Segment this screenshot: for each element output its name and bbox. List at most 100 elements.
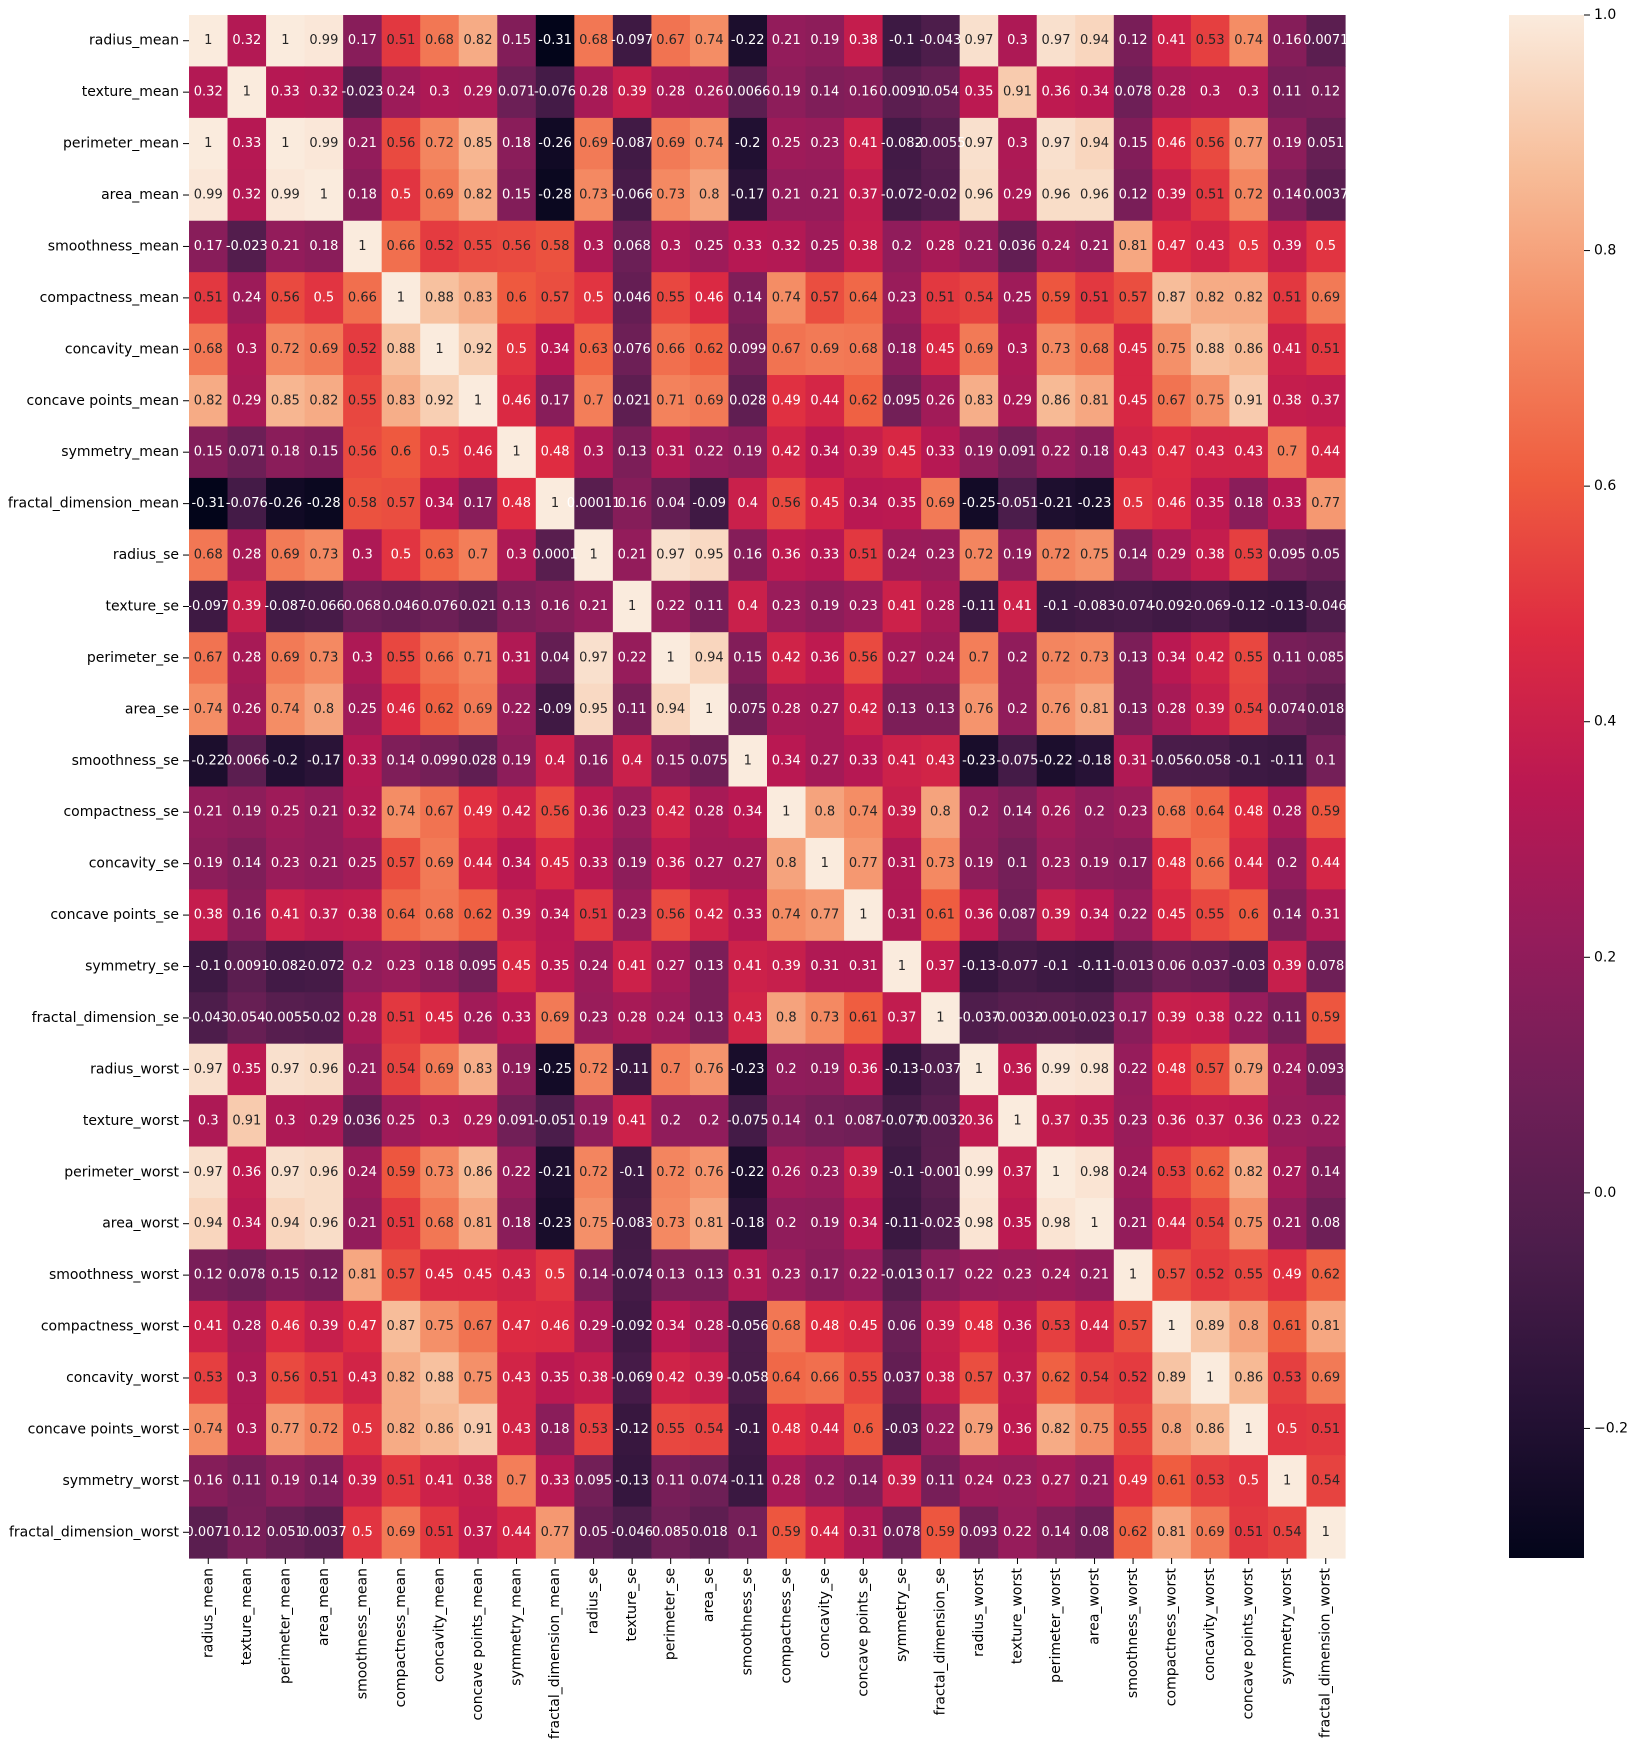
cell-annotation: -0.083 [1074,599,1116,614]
heatmap-cell [921,1146,961,1199]
cell-annotation: -0.1 [196,959,221,974]
heatmap-cell [1152,992,1192,1045]
heatmap-cell [189,1043,229,1096]
heatmap-cell [689,1300,730,1353]
cell-annotation: 0.3 [1007,136,1028,151]
heatmap-cell [689,1455,730,1508]
cell-annotation: 0.69 [810,342,839,357]
heatmap-cell [1036,1146,1076,1199]
heatmap-cell [1113,837,1153,890]
cell-annotation: 1 [782,805,790,820]
heatmap-cell [227,220,267,273]
heatmap-cell [1036,66,1076,119]
cell-annotation: 0.44 [1311,445,1340,460]
cell-annotation: 0.17 [464,496,493,511]
heatmap-cell [1075,1146,1115,1199]
heatmap-cell [1229,272,1269,325]
cell-annotation: 0.085 [1307,650,1344,665]
cell-annotation: 0.21 [309,856,338,871]
cell-annotation: 0.22 [502,702,531,717]
cell-annotation: 0.093 [960,1525,997,1540]
cell-annotation: -0.1 [735,1422,760,1437]
heatmap-cell [266,220,306,273]
cell-annotation: 0.41 [194,1319,223,1334]
cell-annotation: 0.22 [695,445,724,460]
cell-annotation: 0.2 [892,239,913,254]
heatmap-cell [497,1403,537,1456]
cell-annotation: 0.31 [887,908,916,923]
heatmap-cell [574,1455,614,1508]
cell-annotation: 0.29 [1003,188,1032,203]
heatmap-cell [227,1197,267,1250]
cell-annotation: 0.95 [579,702,608,717]
cell-annotation: 0.51 [1273,290,1302,305]
x-tick-label: fractal_dimension_se [932,1568,948,1715]
cell-annotation: 0.24 [232,290,261,305]
cell-annotation: 0.55 [464,239,493,254]
heatmap-cell [266,735,306,788]
heatmap-cell [343,1197,383,1250]
cell-annotation: 0.54 [1196,1216,1225,1231]
cell-annotation: -0.075 [727,1113,769,1128]
cell-annotation: 0.43 [502,1422,531,1437]
cell-annotation: 0.62 [1042,1370,1071,1385]
cell-annotation: 0.28 [772,702,801,717]
heatmap-cell [266,1043,306,1096]
cell-annotation: 0.41 [618,959,647,974]
cell-annotation: 0.46 [1157,136,1186,151]
cell-annotation: 0.39 [618,85,647,100]
heatmap-cell [1036,1249,1076,1302]
cell-annotation: 0.22 [656,599,685,614]
cell-annotation: 0.15 [656,753,685,768]
heatmap-cell [921,323,961,376]
heatmap-cell [227,272,267,325]
cell-annotation: 0.076 [421,599,458,614]
x-tick-label: radius_se [586,1568,602,1634]
cell-annotation: 0.19 [579,1113,608,1128]
heatmap-cell [343,1249,383,1302]
heatmap-cell [998,837,1038,890]
heatmap-cell [535,1300,575,1353]
heatmap-cell [535,220,575,273]
cell-annotation: 0.32 [309,85,338,100]
cell-annotation: 0.55 [849,1370,878,1385]
cell-annotation: 0.23 [386,959,415,974]
cell-annotation: 0.51 [386,1010,415,1025]
heatmap-cell [343,169,383,222]
heatmap-cell [1075,580,1115,633]
cell-annotation: 0.91 [464,1422,493,1437]
cell-annotation: 0.59 [1311,805,1340,820]
cell-annotation: 0.33 [810,548,839,563]
heatmap-cell [844,1506,884,1559]
cell-annotation: 0.14 [733,290,762,305]
heatmap-cell [1036,1506,1076,1559]
cell-annotation: 0.45 [1119,342,1148,357]
cell-annotation: 0.28 [579,85,608,100]
cell-annotation: 0.51 [425,1525,454,1540]
heatmap-cell [651,940,691,993]
heatmap-cell [227,1352,267,1405]
heatmap-cell [497,992,537,1045]
cell-annotation: -0.023 [226,239,268,254]
cell-annotation: 0.091 [999,445,1036,460]
cell-annotation: 0.72 [579,1062,608,1077]
heatmap-cell [612,375,652,428]
cell-annotation: 0.087 [845,1113,882,1128]
y-tick-label: area_se [125,701,179,717]
cell-annotation: 0.97 [194,1165,223,1180]
cell-annotation: 0.34 [810,445,839,460]
heatmap-cell [844,992,884,1045]
cell-annotation: 0.31 [810,959,839,974]
heatmap-cell [535,1043,575,1096]
cell-annotation: 0.24 [348,1165,377,1180]
heatmap-cell [574,169,614,222]
cell-annotation: 0.1 [814,1113,835,1128]
heatmap-cell [998,889,1038,942]
cell-annotation: -0.051 [997,496,1039,511]
cell-annotation: 0.73 [810,1010,839,1025]
cell-annotation: 0.018 [1307,702,1344,717]
cell-annotation: 0.078 [228,1268,265,1283]
heatmap-cell [381,1455,421,1508]
cell-annotation: 0.7 [506,1473,527,1488]
cell-annotation: 0.14 [1042,1525,1071,1540]
